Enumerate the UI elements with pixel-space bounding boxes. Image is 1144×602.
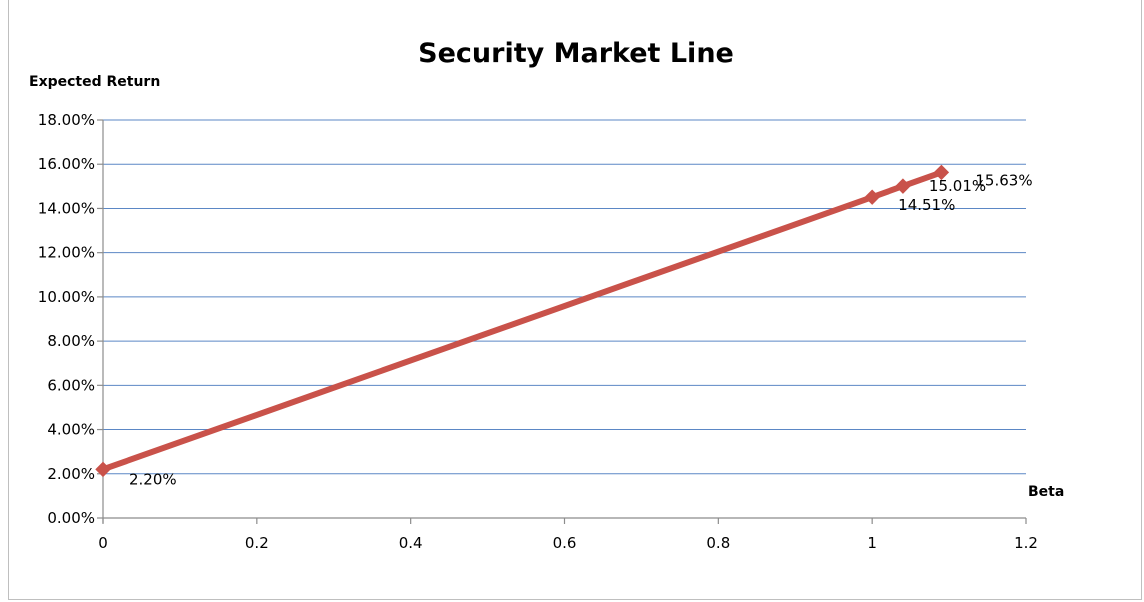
data-point-marker [933, 164, 950, 181]
y-tick-label: 10.00% [38, 288, 95, 306]
y-tick-label: 6.00% [47, 376, 95, 394]
data-label: 14.51% [898, 196, 955, 214]
data-label: 15.63% [975, 171, 1032, 189]
y-tick-label: 14.00% [38, 199, 95, 217]
x-tick-label: 0.8 [706, 534, 730, 552]
y-tick-label: 16.00% [38, 155, 95, 173]
x-tick-label: 1.2 [1014, 534, 1038, 552]
x-tick-label: 0.6 [553, 534, 577, 552]
x-tick-label: 0.2 [245, 534, 269, 552]
x-axis-title: Beta [1028, 484, 1064, 500]
data-label: 2.20% [129, 470, 177, 488]
data-point-marker [95, 461, 111, 478]
y-tick-label: 18.00% [38, 111, 95, 129]
y-tick-label: 4.00% [47, 421, 95, 439]
y-tick-label: 8.00% [47, 332, 95, 350]
chart-title: Security Market Line [418, 38, 734, 69]
data-label: 15.01% [929, 177, 986, 195]
data-point-marker [864, 189, 880, 205]
x-tick-label: 0 [98, 534, 108, 552]
series-line [100, 169, 945, 473]
y-tick-label: 2.00% [47, 465, 95, 483]
y-tick-label: 12.00% [38, 244, 95, 262]
y-tick-label: 0.00% [47, 509, 95, 527]
x-tick-label: 1 [867, 534, 877, 552]
y-axis-title: Expected Return [29, 74, 160, 90]
x-tick-label: 0.4 [399, 534, 423, 552]
data-point-marker [895, 178, 911, 194]
